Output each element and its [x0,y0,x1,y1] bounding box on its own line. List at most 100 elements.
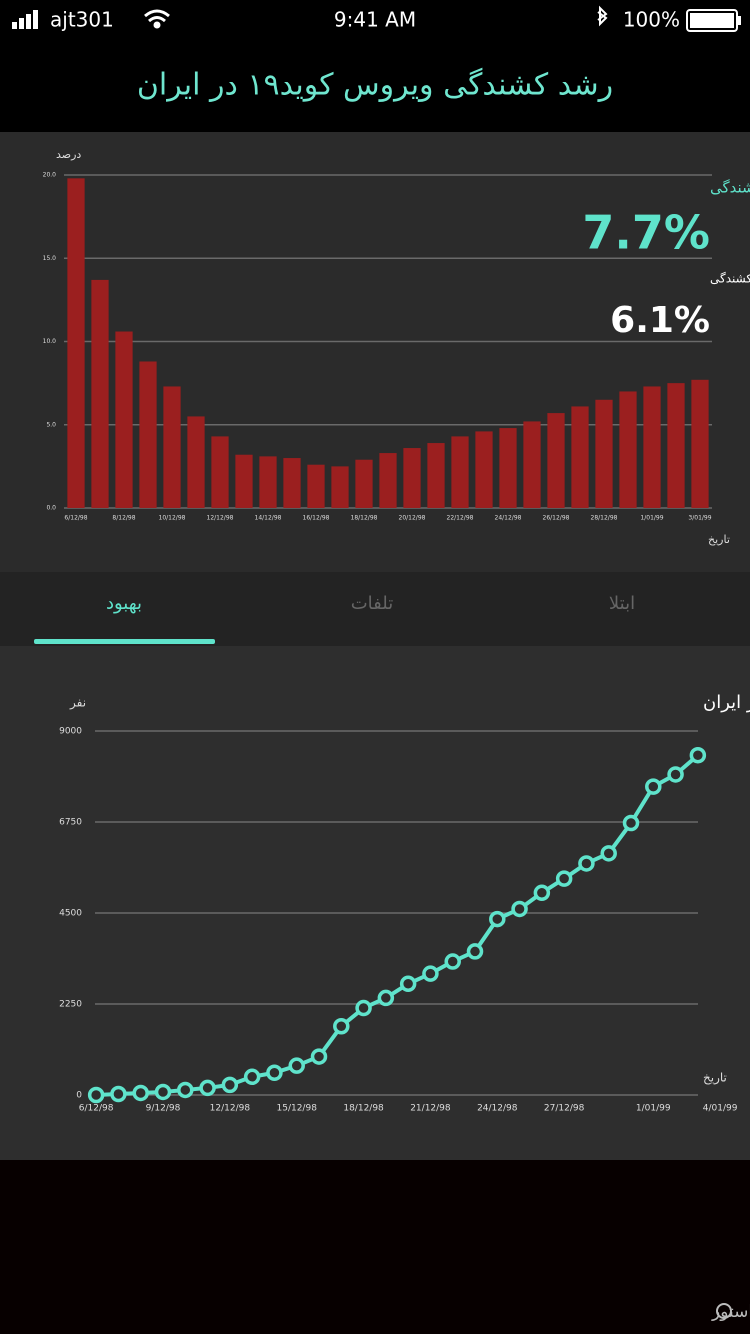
y-tick-label: 4500 [59,909,82,919]
x-tick-label: 10/12/98 [159,515,186,522]
x-tick-label: 15/12/98 [277,1104,318,1114]
point [377,989,395,1007]
header-title: رشد کشندگی ویروس کوید۱۹ در ایران [137,68,613,103]
bar [403,448,421,508]
bar [667,383,685,508]
bar [67,178,85,508]
bar [595,399,613,508]
y-tick-label: 20.0 [43,172,57,179]
point [110,1085,127,1103]
point [555,870,573,887]
x-tick-label: 12/12/98 [207,515,234,522]
tab[interactable]: بهبود [106,593,142,614]
y-tick-label: 0 [76,1091,82,1101]
y-tick-label: 9000 [59,727,82,737]
bar [571,406,589,508]
clock: 9:41 AM [334,8,416,32]
x-tick-label: 18/12/98 [351,515,378,522]
tab[interactable]: ابتلا [609,593,635,614]
point [199,1079,216,1097]
bar [259,456,277,508]
x-axis-label: تاریخ [708,533,730,546]
wifi-icon [144,9,170,29]
bar [235,454,253,508]
bar [475,431,493,508]
bluetooth-icon [597,5,608,27]
bar [139,361,157,508]
point [333,1017,350,1035]
y-tick-label: 5.0 [46,421,56,428]
bar [547,413,565,508]
x-axis-label: تاریخ [703,1071,727,1086]
stat-label: آخرین درصد کشندگی [710,179,750,197]
x-tick-label: 8/12/98 [112,515,135,522]
point [288,1057,305,1074]
point [689,747,707,764]
battery-icon [686,9,738,32]
x-tick-label: 27/12/98 [544,1104,585,1114]
x-tick-label: 6/12/98 [79,1104,114,1114]
y-tick-label: 0.0 [46,505,56,512]
stat-value: 6.1% [610,300,710,341]
point [645,778,662,795]
bar [427,443,445,508]
x-tick-label: 12/12/98 [210,1104,251,1114]
x-tick-label: 4/01/99 [703,1104,738,1114]
x-tick-label: 28/12/98 [591,515,618,522]
battery-percent: 100% [623,8,680,32]
bar [211,436,229,508]
point [444,953,461,970]
bar [163,386,181,508]
line [96,753,700,1097]
point [466,943,484,960]
carrier: ajt301 [50,8,114,32]
point [355,999,372,1017]
bar [379,453,397,508]
point [578,855,595,872]
x-tick-label: 6/12/98 [64,515,87,522]
point [667,766,684,783]
x-tick-label: 9/12/98 [146,1104,181,1114]
chart-panel-bg [0,132,750,572]
point [310,1048,328,1065]
header-bg [0,0,750,132]
stat-value: 7.7% [582,206,710,260]
y-tick-label: 2250 [59,1000,82,1010]
bar [523,421,541,508]
x-tick-label: 20/12/98 [399,515,426,522]
stat-label: میانگین درصد کشندگی [710,272,750,287]
bar [283,458,301,508]
bar [451,436,469,508]
bar [619,391,637,508]
point [399,975,417,993]
x-tick-label: 21/12/98 [410,1104,451,1114]
x-tick-label: 1/01/99 [640,515,663,522]
point [422,965,439,982]
bar [115,331,133,508]
watermark-icon [716,1303,732,1319]
signal-icon [12,10,38,29]
bar [307,464,325,508]
point [600,845,617,862]
y-tick-label: 6750 [59,818,82,828]
bar [187,416,205,508]
x-tick-label: 3/01/99 [688,515,711,522]
y-axis-label: درصد [56,148,81,161]
bar [355,459,373,508]
x-tick-label: 1/01/99 [636,1104,671,1114]
tab[interactable]: تلفات [351,593,394,614]
x-tick-label: 16/12/98 [303,515,330,522]
point [221,1076,239,1094]
y-axis-label: نفر [69,696,86,711]
tab-indicator [34,639,215,644]
battery-level [690,13,734,28]
point [87,1086,105,1104]
bar [499,428,517,508]
battery-tip [738,16,741,25]
point [132,1084,149,1102]
bar [691,379,709,508]
chart-title: نمودار رشد بهبود یافتگان ویروس کوید۱۹ در… [703,691,750,713]
point [511,900,528,918]
